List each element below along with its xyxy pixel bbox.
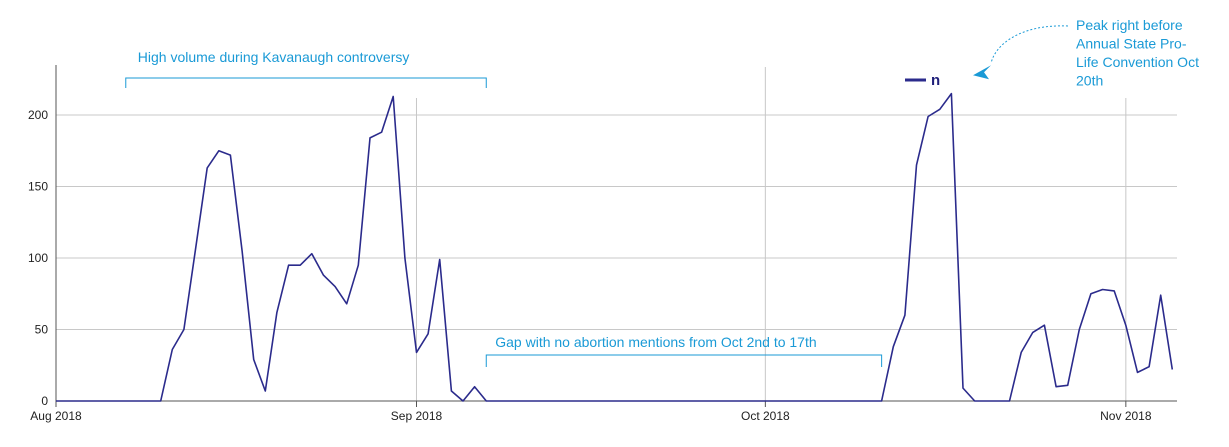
y-tick-label: 0 [41, 394, 48, 408]
legend: n [905, 72, 940, 89]
annotation-text-kavanaugh: High volume during Kavanaugh controversy [138, 49, 410, 65]
x-tick-label: Aug 2018 [30, 409, 82, 423]
y-tick-label: 150 [28, 180, 48, 194]
annotation-text-peak: Annual State Pro- [1076, 36, 1187, 52]
annotation-text-peak: 20th [1076, 73, 1103, 89]
y-tick-label: 200 [28, 108, 48, 122]
axis-layer: 0 50 100 150 200 Aug 2018 Sep 2018 Oct 2018 Nov … [28, 65, 1177, 423]
annotation-bracket-gap [486, 355, 881, 367]
annotation-arrow-peak [991, 26, 1068, 63]
annotation-text-gap: Gap with no abortion mentions from Oct 2… [495, 334, 816, 350]
annotation-arrowhead-peak [973, 65, 991, 79]
x-tick-label: Oct 2018 [741, 409, 790, 423]
legend-label: n [931, 72, 940, 89]
y-tick-label: 50 [35, 323, 49, 337]
x-tick-label: Sep 2018 [391, 409, 443, 423]
annotation-bracket-kavanaugh [126, 78, 486, 88]
x-tick-label: Nov 2018 [1100, 409, 1152, 423]
annotation-text-peak: Life Convention Oct [1076, 54, 1199, 70]
y-tick-label: 100 [28, 251, 48, 265]
grid-layer [56, 67, 1177, 401]
annotation-text-peak: Peak right before [1076, 17, 1183, 33]
annotation-layer: High volume during Kavanaugh controversy… [126, 17, 1199, 367]
